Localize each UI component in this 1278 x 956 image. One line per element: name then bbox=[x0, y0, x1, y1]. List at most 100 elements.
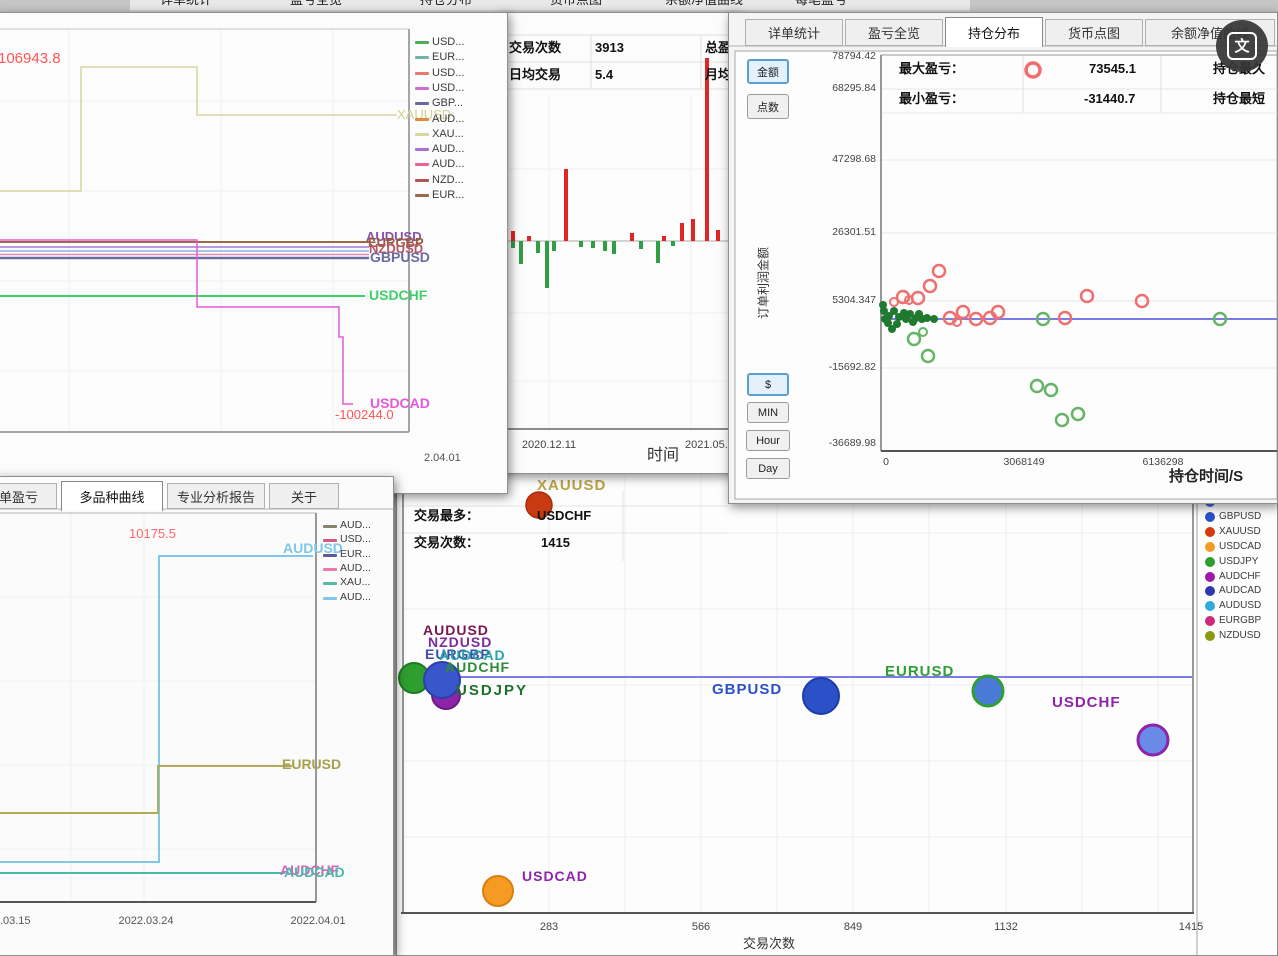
scatter-solid-green bbox=[909, 318, 917, 326]
min-button[interactable]: MIN bbox=[747, 402, 789, 423]
pnl-bars bbox=[591, 241, 595, 248]
scatter-solid-green bbox=[881, 315, 889, 323]
symbol-legend-label: EUR... bbox=[432, 51, 465, 64]
points-button[interactable]: 点数 bbox=[747, 94, 789, 119]
symbol-legend-label: AUD... bbox=[340, 590, 371, 603]
symbol-legend-label: AUDUSD bbox=[1219, 600, 1262, 612]
symbol-legend-marker bbox=[323, 567, 337, 571]
main-tab-pnl-overview[interactable]: 盈亏全览 bbox=[290, 0, 342, 8]
label-audcad: AUDCAD bbox=[284, 864, 345, 880]
multi-curve-window-canvas bbox=[0, 508, 393, 903]
daily-pnl-window: 交易次数3913总盈利日均交易5.4月均盈2020.12.112021.05.0… bbox=[498, 12, 738, 474]
y-axis-label: 订单利润金额 bbox=[756, 246, 771, 320]
x-tick-566: 566 bbox=[691, 921, 711, 933]
stat-daily-avg-value: 5.4 bbox=[595, 67, 614, 82]
pnl-bars bbox=[564, 169, 568, 241]
label-usdchf: USDCHF bbox=[369, 287, 428, 303]
min-value-annotation: -100244.0 bbox=[335, 407, 394, 422]
pnl-bars bbox=[639, 241, 643, 249]
symbol-legend-label: USD... bbox=[432, 81, 465, 94]
pnl-bars bbox=[691, 219, 695, 241]
pnl-bars bbox=[630, 233, 634, 241]
stat-most-traded-value: USDCHF bbox=[537, 508, 592, 523]
tab-per-order-pnl[interactable]: 每单盈亏 bbox=[0, 483, 57, 509]
main-tab-per-trade-pnl[interactable]: 每笔盈亏 bbox=[795, 0, 847, 8]
bubble-chart-window-canvas bbox=[398, 461, 1198, 955]
x-tick-3: 2022.04.01 bbox=[290, 915, 346, 927]
main-top-tab-strip: 详单统计 盈亏全览 持仓分布 货币点图 余额净值曲线 每笔盈亏 bbox=[130, 0, 970, 12]
scatter-solid-green bbox=[923, 314, 931, 322]
pnl-bars bbox=[552, 241, 556, 251]
main-tab-equity-curve[interactable]: 余额净值曲线 bbox=[665, 0, 743, 8]
symbol-legend-label: NZD... bbox=[432, 173, 464, 186]
tab-currency-dots[interactable]: 货币点图 bbox=[1045, 19, 1143, 46]
scatter-hollow-red bbox=[1079, 288, 1095, 304]
scatter-hollow-green bbox=[920, 348, 936, 364]
multi-curve-window: 每单盈亏多品种曲线专业分析报告关于 10175.5 AUDUSD EURUSD AUDC… bbox=[0, 476, 394, 956]
pnl-bars bbox=[656, 241, 660, 263]
symbol-legend-marker bbox=[323, 553, 337, 557]
stat-max-pnl-value: 73545.1 bbox=[1089, 61, 1136, 76]
tab-pro-report[interactable]: 专业分析报告 bbox=[167, 483, 265, 509]
main-top-tab-strip-canvas bbox=[130, 10, 970, 12]
symbol-legend-marker bbox=[415, 71, 429, 75]
scatter-hollow-green bbox=[1070, 406, 1086, 422]
main-tab-currency-dots[interactable]: 货币点图 bbox=[550, 0, 602, 8]
line-usdcad bbox=[0, 239, 353, 405]
x-tick-2021-05: 2021.05.0 bbox=[685, 439, 734, 451]
x-tick-max: 6136298 bbox=[1142, 456, 1184, 468]
symbol-legend-label: XAU... bbox=[432, 127, 464, 140]
max-value-annotation: 106943.8 bbox=[0, 50, 61, 67]
label-usdjpy: USDJPY bbox=[456, 682, 529, 699]
main-tab-holding-distribution[interactable]: 持仓分布 bbox=[420, 0, 472, 8]
stat-trades-label: 交易次数 bbox=[509, 40, 562, 55]
stat-max-pnl-label: 最大盈亏： bbox=[899, 61, 965, 76]
label-xauusd: XAUUSD bbox=[537, 477, 607, 494]
symbol-legend-marker bbox=[1205, 571, 1215, 582]
symbol-legend-label: AUD... bbox=[432, 143, 465, 156]
symbol-legend-marker bbox=[415, 194, 429, 197]
x-tick-1: 2022.03.15 bbox=[0, 915, 31, 927]
tab-multi-symbol-curve[interactable]: 多品种曲线 bbox=[61, 481, 163, 511]
symbol-legend-marker bbox=[415, 41, 429, 44]
symbol-legend-marker bbox=[1205, 511, 1215, 522]
day-button[interactable]: Day bbox=[746, 458, 790, 479]
symbol-legend-label: NZDUSD bbox=[1219, 630, 1261, 642]
label-nzdusd: NZDUSD bbox=[428, 634, 493, 650]
symbol-legend-marker bbox=[1205, 526, 1215, 537]
scatter-hollow-red bbox=[922, 278, 938, 294]
seconds-button[interactable]: $ bbox=[747, 373, 789, 396]
tab-pnl-overview[interactable]: 盈亏全览 bbox=[845, 19, 943, 46]
x-axis-label: 持仓时间/S bbox=[1169, 468, 1244, 485]
scatter-hollow-red-small bbox=[952, 317, 962, 327]
symbol-legend-label: USD... bbox=[340, 533, 371, 546]
amount-button[interactable]: 金额 bbox=[747, 59, 789, 84]
scatter-hollow-red-small bbox=[889, 297, 899, 307]
x-tick-mid: 3068149 bbox=[1003, 456, 1045, 468]
scatter-hollow-red bbox=[1057, 310, 1073, 326]
translate-icon[interactable]: 文 bbox=[1216, 20, 1268, 72]
symbol-legend-label: AUD... bbox=[340, 519, 371, 531]
main-tab-detail-stats[interactable]: 详单统计 bbox=[160, 0, 212, 8]
label-audusd: AUDUSD bbox=[423, 622, 489, 638]
scatter-hollow-red bbox=[955, 304, 971, 320]
scatter-solid-green bbox=[880, 307, 888, 315]
pnl-bars bbox=[511, 231, 515, 241]
x-tick-2020-12-11: 2020.12.11 bbox=[521, 439, 577, 451]
symbol-legend-label: AUDCHF bbox=[1219, 570, 1261, 582]
tab-holding-distribution[interactable]: 持仓分布 bbox=[945, 17, 1043, 47]
x-axis-label: 时间 bbox=[647, 447, 680, 464]
label-gbpusd: GBPUSD bbox=[370, 249, 430, 265]
hour-button[interactable]: Hour bbox=[746, 430, 790, 451]
tab-detail-stats[interactable]: 详单统计 bbox=[745, 19, 843, 46]
scatter-hollow-red bbox=[990, 304, 1006, 320]
symbol-legend-marker bbox=[1205, 616, 1215, 627]
symbol-legend-marker bbox=[323, 539, 337, 543]
bubble-xauusd bbox=[525, 491, 553, 519]
bubble-usdcad bbox=[482, 875, 514, 907]
label-eurusd: EURUSD bbox=[282, 756, 342, 772]
pnl-bars bbox=[612, 241, 616, 254]
tab-about[interactable]: 关于 bbox=[269, 483, 339, 509]
symbol-legend-marker bbox=[415, 148, 429, 152]
scatter-hollow-red bbox=[968, 311, 984, 327]
